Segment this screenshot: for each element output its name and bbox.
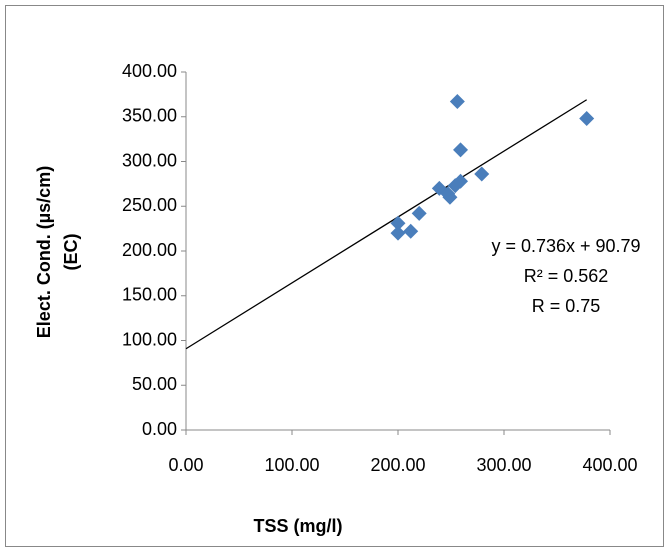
annotation: R = 0.75 bbox=[532, 296, 601, 316]
x-tick-label: 200.00 bbox=[370, 455, 425, 475]
x-tick-label: 300.00 bbox=[476, 455, 531, 475]
y-tick-label: 150.00 bbox=[122, 285, 177, 305]
point bbox=[579, 111, 595, 127]
annotation: y = 0.736x + 90.79 bbox=[491, 236, 640, 256]
trendline bbox=[185, 99, 588, 350]
y-tick-label: 300.00 bbox=[122, 150, 177, 170]
point bbox=[453, 142, 469, 158]
point bbox=[390, 215, 406, 231]
y-axis-label: Elect. Cond. (µs/cm) bbox=[34, 166, 54, 338]
x-tick-label: 400.00 bbox=[582, 455, 637, 475]
y-axis-label: (EC) bbox=[61, 234, 81, 271]
y-tick-label: 400.00 bbox=[122, 61, 177, 81]
y-tick-label: 350.00 bbox=[122, 106, 177, 126]
chart-frame bbox=[5, 5, 664, 547]
x-tick-label: 100.00 bbox=[264, 455, 319, 475]
annotation: R² = 0.562 bbox=[524, 266, 609, 286]
point bbox=[449, 94, 465, 110]
x-axis-label: TSS (mg/l) bbox=[254, 516, 343, 536]
y-tick-label: 250.00 bbox=[122, 195, 177, 215]
y-tick-label: 200.00 bbox=[122, 240, 177, 260]
point bbox=[390, 225, 406, 241]
point bbox=[447, 178, 463, 194]
x-tick-label: 0.00 bbox=[168, 455, 203, 475]
point bbox=[474, 166, 490, 182]
y-tick-label: 50.00 bbox=[132, 374, 177, 394]
y-tick-label: 100.00 bbox=[122, 329, 177, 349]
point bbox=[411, 205, 427, 221]
point bbox=[442, 189, 458, 205]
y-tick-label: 0.00 bbox=[142, 419, 177, 439]
point bbox=[403, 223, 419, 239]
